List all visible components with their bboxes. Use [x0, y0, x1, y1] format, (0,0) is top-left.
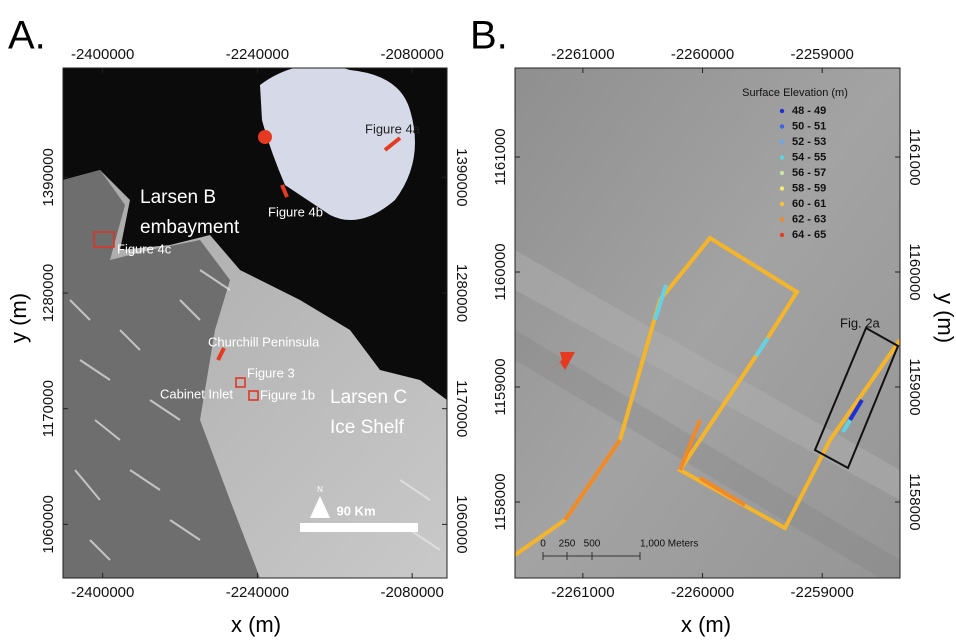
annotation: Figure 4a — [365, 121, 421, 136]
legend-swatch — [779, 186, 785, 191]
y-tick-label: 1170000 — [453, 380, 470, 437]
y-tick-label: 1390000 — [40, 148, 57, 206]
north-label: N — [317, 485, 323, 494]
legend-label: 56 - 57 — [792, 167, 826, 179]
legend-swatch — [779, 170, 785, 176]
y-tick-label: 1161000 — [906, 128, 923, 185]
y-tick-label: 1160000 — [492, 243, 509, 300]
annotation: Figure 1b — [260, 387, 315, 402]
legend-swatch — [779, 201, 785, 207]
annotation: Cabinet Inlet — [160, 386, 233, 401]
x-axis-label: x (m) — [231, 612, 281, 637]
hillshade-image — [515, 68, 900, 578]
y-axis-label: y (m) — [6, 293, 31, 343]
x-tick-label: -2259000 — [791, 584, 854, 601]
legend-swatch — [779, 217, 785, 222]
x-tick-label: -2400000 — [71, 46, 134, 63]
annotation: Larsen B — [140, 187, 216, 208]
legend-label: 48 - 49 — [792, 105, 826, 117]
legend: 48 - 49 50 - 51 52 - 53 54 - 55 56 - 57 58 - … — [779, 105, 826, 241]
x-tick-label: -2400000 — [71, 584, 134, 601]
legend-label: 58 - 59 — [792, 182, 826, 194]
x-tick-label: -2260000 — [671, 46, 734, 63]
x-tick-label: -2240000 — [226, 584, 289, 601]
scale-label: 250 — [559, 539, 576, 550]
y-tick-label: 1170000 — [40, 380, 57, 437]
scale-label: 90 Km — [336, 503, 375, 518]
legend-swatch — [779, 232, 785, 238]
legend-swatch — [779, 155, 785, 160]
y-tick-label: 1158000 — [906, 473, 923, 530]
x-tick-label: -2080000 — [380, 46, 443, 63]
frame-a — [62, 67, 448, 579]
y-tick-label: 1390000 — [453, 148, 470, 206]
frame-b — [514, 67, 901, 579]
satellite-image — [63, 68, 447, 578]
y-tick-label: 1280000 — [40, 264, 57, 322]
legend-label: 60 - 61 — [792, 198, 826, 210]
x-axis-label: x (m) — [681, 612, 731, 637]
y-tick-label: 1158000 — [492, 473, 509, 530]
legend-title: Surface Elevation (m) — [742, 87, 848, 99]
annotation: Larsen C — [330, 387, 407, 408]
y-axis-label: y (m) — [933, 293, 956, 343]
annotation: Fig. 2a — [840, 315, 881, 330]
legend-swatch — [779, 124, 785, 129]
annotation: embayment — [140, 217, 240, 238]
annotation: Figure 4b — [268, 204, 323, 219]
legend-swatch — [779, 108, 785, 114]
scale-label: 500 — [584, 539, 601, 550]
y-tick-label: 1060000 — [40, 495, 57, 553]
x-tick-label: -2259000 — [791, 46, 854, 63]
x-tick-label: -2260000 — [671, 584, 734, 601]
legend-label: 50 - 51 — [792, 120, 826, 132]
annotation: Churchill Peninsula — [208, 334, 320, 349]
x-tick-label: -2261000 — [551, 584, 614, 601]
x-tick-label: -2261000 — [551, 46, 614, 63]
x-tick-label: -2080000 — [380, 584, 443, 601]
legend-label: 52 - 53 — [792, 136, 826, 148]
annotation: Ice Shelf — [330, 417, 405, 438]
legend-swatch — [779, 139, 785, 145]
panel-label: B. — [470, 14, 508, 58]
y-tick-label: 1159000 — [492, 358, 509, 415]
scale-label: 1,000 Meters — [640, 539, 698, 550]
y-tick-label: 1159000 — [906, 358, 923, 415]
legend-label: 62 - 63 — [792, 213, 826, 225]
y-tick-label: 1280000 — [453, 264, 470, 322]
y-tick-label: 1160000 — [906, 243, 923, 300]
x-tick-label: -2240000 — [226, 46, 289, 63]
panel-label: A. — [8, 14, 46, 58]
legend-label: 54 - 55 — [792, 151, 826, 163]
legend-label: 64 - 65 — [792, 229, 826, 241]
annotation: Figure 3 — [247, 365, 295, 380]
y-tick-label: 1060000 — [453, 495, 470, 553]
y-tick-label: 1161000 — [492, 128, 509, 185]
annotation: Figure 4c — [117, 241, 172, 256]
scale-label: 0 — [540, 539, 546, 550]
